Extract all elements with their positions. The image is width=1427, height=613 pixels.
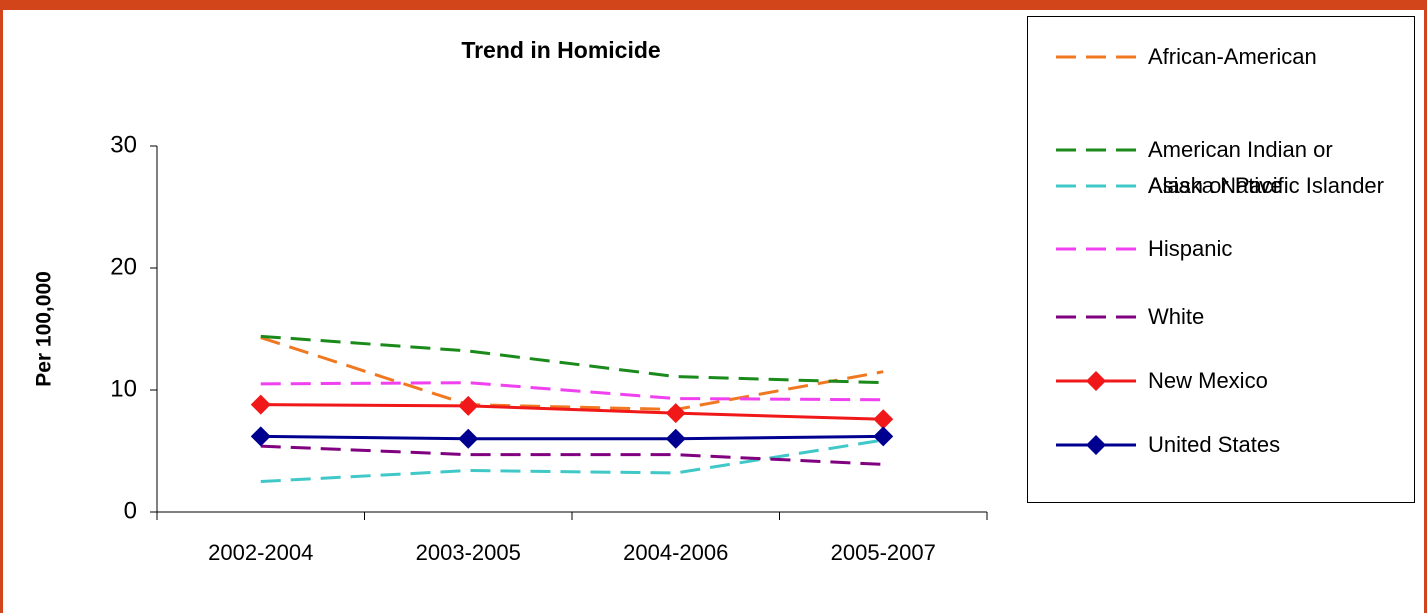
legend-label: White [1148, 304, 1205, 329]
x-tick-label: 2003-2005 [416, 540, 521, 565]
legend-swatch [1056, 55, 1136, 59]
point-marker [250, 426, 271, 447]
series-line [260, 336, 884, 412]
legend-label: United States [1148, 432, 1281, 457]
x-tick-label: 2002-2004 [208, 540, 313, 565]
point-marker [873, 409, 894, 430]
legend-label: African-American [1148, 44, 1317, 69]
legend-label: Hispanic [1148, 236, 1233, 261]
y-tick-label: 30 [110, 131, 137, 158]
y-tick-label: 0 [124, 497, 137, 524]
y-tick-label: 20 [110, 253, 137, 280]
legend-marker [1086, 371, 1106, 391]
legend-swatch [1056, 435, 1136, 455]
x-tick-label: 2005-2007 [831, 540, 936, 565]
series-line [260, 438, 884, 483]
legend-swatch [1056, 184, 1136, 188]
y-axis-label: Per 100,000 [33, 271, 56, 387]
chart-title: Trend in Homicide [461, 37, 660, 63]
series-line [260, 334, 884, 385]
legend: African-American American Indian or Alask… [1027, 16, 1415, 503]
series-line [260, 403, 884, 421]
legend-label: American Indian or Alaska Native [1148, 137, 1333, 198]
x-tick-label: 2004-2006 [623, 540, 728, 565]
y-tick-label: 10 [110, 375, 137, 402]
legend-marker [1086, 435, 1106, 455]
legend-label: New Mexico [1148, 368, 1268, 393]
point-marker [665, 428, 686, 449]
legend-swatch [1056, 371, 1136, 391]
series-line [260, 381, 884, 402]
point-marker [458, 395, 479, 416]
series-line [260, 434, 884, 441]
point-marker [665, 403, 686, 424]
legend-label: Asian or Pacific Islander [1148, 173, 1384, 198]
point-marker [250, 394, 271, 415]
legend-swatch [1056, 148, 1136, 152]
point-marker [458, 428, 479, 449]
series-line [260, 444, 884, 466]
point-marker [873, 426, 894, 447]
chart: Trend in Homicide Per 100,000 0 10 20 30 200… [33, 37, 988, 565]
legend-swatch [1056, 315, 1136, 319]
legend-swatch [1056, 247, 1136, 251]
